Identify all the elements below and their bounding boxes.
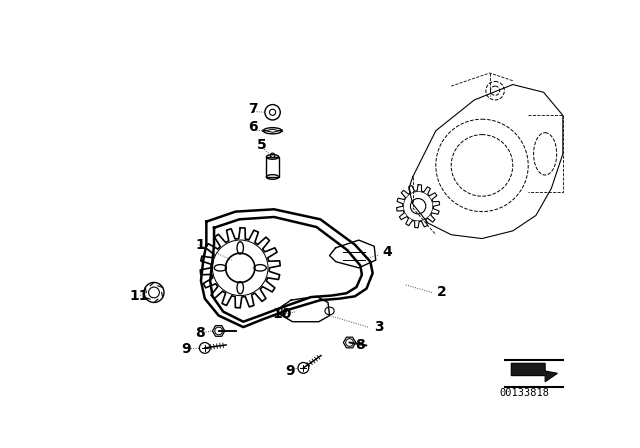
Text: 7: 7	[248, 102, 257, 116]
Text: 00133818: 00133818	[499, 388, 549, 397]
Text: 8: 8	[196, 326, 205, 340]
Text: 4: 4	[382, 246, 392, 259]
Polygon shape	[511, 363, 557, 382]
Text: 1: 1	[196, 238, 205, 252]
Text: 11: 11	[129, 289, 149, 302]
Text: 6: 6	[248, 120, 257, 134]
Text: 9: 9	[285, 364, 294, 378]
Text: 2: 2	[437, 285, 447, 299]
Text: 9: 9	[182, 342, 191, 357]
Text: 10: 10	[273, 307, 292, 321]
Text: 5: 5	[257, 138, 267, 151]
Text: 3: 3	[374, 320, 384, 334]
Text: 8: 8	[355, 338, 365, 352]
